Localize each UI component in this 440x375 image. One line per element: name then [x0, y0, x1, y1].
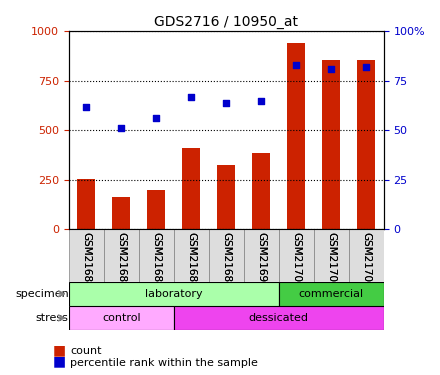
- Bar: [323, 60, 340, 229]
- Bar: [287, 43, 305, 229]
- Bar: [217, 165, 235, 229]
- Text: GSM21704: GSM21704: [326, 232, 336, 288]
- FancyBboxPatch shape: [174, 229, 209, 282]
- Bar: [183, 148, 200, 229]
- Bar: [253, 153, 270, 229]
- Text: specimen: specimen: [15, 289, 69, 299]
- Text: GSM21684: GSM21684: [151, 232, 161, 288]
- Text: GSM21690: GSM21690: [256, 232, 266, 288]
- Point: [153, 116, 160, 122]
- Text: ■: ■: [53, 344, 66, 357]
- Text: count: count: [70, 346, 102, 356]
- FancyBboxPatch shape: [69, 229, 104, 282]
- Point: [293, 62, 300, 68]
- FancyBboxPatch shape: [209, 229, 244, 282]
- Text: GSM21704: GSM21704: [326, 232, 336, 288]
- Text: GSM21682: GSM21682: [81, 232, 91, 288]
- FancyBboxPatch shape: [244, 229, 279, 282]
- Text: GSM21689: GSM21689: [221, 232, 231, 288]
- Text: GSM21703: GSM21703: [291, 232, 301, 288]
- FancyBboxPatch shape: [314, 229, 348, 282]
- Text: GSM21703: GSM21703: [291, 232, 301, 288]
- Bar: [357, 60, 375, 229]
- Point: [328, 66, 335, 72]
- Text: GSM21682: GSM21682: [81, 232, 91, 288]
- Text: stress: stress: [36, 313, 69, 323]
- Point: [258, 98, 265, 104]
- Point: [223, 99, 230, 105]
- Text: GSM21705: GSM21705: [361, 232, 371, 288]
- Text: GSM21684: GSM21684: [151, 232, 161, 288]
- Bar: [77, 178, 95, 229]
- Text: control: control: [102, 313, 140, 323]
- Text: GSM21690: GSM21690: [256, 232, 266, 288]
- Text: commercial: commercial: [299, 289, 364, 299]
- Text: GSM21689: GSM21689: [221, 232, 231, 288]
- Text: GSM21705: GSM21705: [361, 232, 371, 288]
- Point: [363, 64, 370, 70]
- Bar: [174, 306, 384, 330]
- Bar: [147, 190, 165, 229]
- Text: laboratory: laboratory: [145, 289, 202, 299]
- Bar: [113, 197, 130, 229]
- Point: [188, 94, 195, 100]
- Text: GSM21688: GSM21688: [186, 232, 196, 288]
- Text: percentile rank within the sample: percentile rank within the sample: [70, 358, 258, 368]
- FancyBboxPatch shape: [139, 229, 174, 282]
- Title: GDS2716 / 10950_at: GDS2716 / 10950_at: [154, 15, 298, 29]
- Point: [83, 104, 90, 110]
- FancyBboxPatch shape: [279, 229, 314, 282]
- Point: [118, 125, 125, 131]
- Text: dessicated: dessicated: [249, 313, 309, 323]
- Text: GSM21688: GSM21688: [186, 232, 196, 288]
- Bar: [69, 306, 174, 330]
- Text: GSM21683: GSM21683: [116, 232, 126, 288]
- FancyBboxPatch shape: [104, 229, 139, 282]
- Bar: [69, 282, 279, 306]
- FancyBboxPatch shape: [348, 229, 384, 282]
- Text: ■: ■: [53, 355, 66, 369]
- Text: GSM21683: GSM21683: [116, 232, 126, 288]
- Bar: [279, 282, 384, 306]
